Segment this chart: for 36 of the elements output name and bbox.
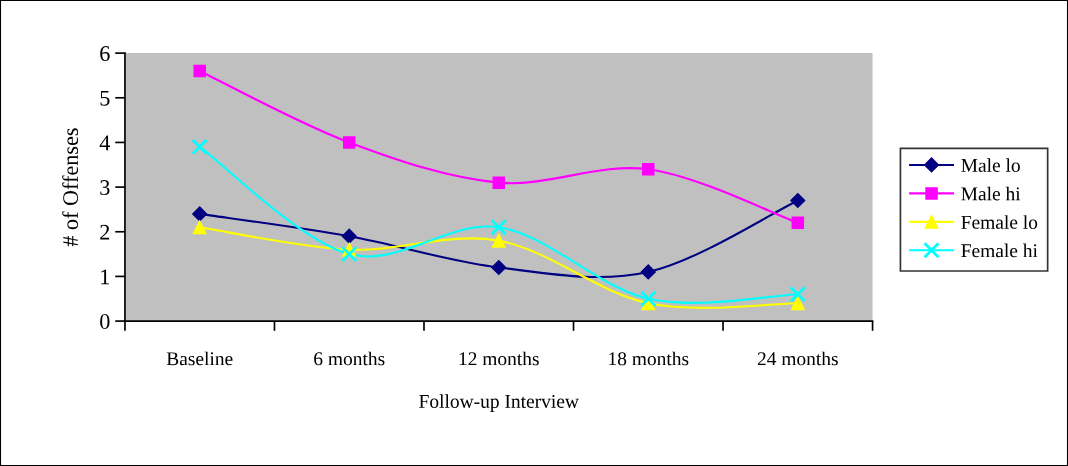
point: [639, 290, 657, 308]
x-tick-label: 24 months: [757, 351, 838, 366]
point: [789, 285, 807, 303]
point: [791, 216, 805, 230]
y-axis-title: # of Offenses: [62, 128, 79, 247]
point: [491, 259, 507, 276]
point: [492, 176, 506, 189]
x-tick-label: 18 months: [609, 351, 689, 366]
point: [192, 220, 207, 235]
point: [191, 138, 209, 156]
legend-label: Female hi: [961, 243, 1038, 258]
x-tick-label: Baseline: [166, 351, 233, 366]
point: [341, 228, 357, 244]
point: [193, 64, 206, 78]
x-axis-title: Follow-up Interview: [419, 394, 579, 412]
point: [192, 206, 208, 222]
point: [491, 233, 506, 248]
point: [342, 136, 356, 149]
y-tick-label: 5: [100, 90, 110, 106]
y-tick-label: 2: [100, 224, 110, 240]
y-tick-label: 3: [100, 180, 110, 196]
y-tick-label: 6: [100, 46, 110, 62]
y-tick-label: 0: [100, 314, 110, 329]
point: [642, 162, 655, 176]
y-tick-label: 1: [101, 269, 110, 285]
y-tick-label: 4: [99, 135, 111, 151]
point: [640, 264, 656, 280]
legend-label: Female lo: [961, 215, 1038, 229]
legend-label: Male hi: [961, 186, 1021, 201]
x-tick-label: 12 months: [459, 351, 539, 366]
point: [790, 192, 806, 209]
point: [790, 296, 805, 311]
point: [340, 245, 358, 263]
x-tick-label: 6 months: [314, 351, 385, 366]
legend-label: Male lo: [961, 158, 1020, 172]
point: [490, 218, 508, 236]
